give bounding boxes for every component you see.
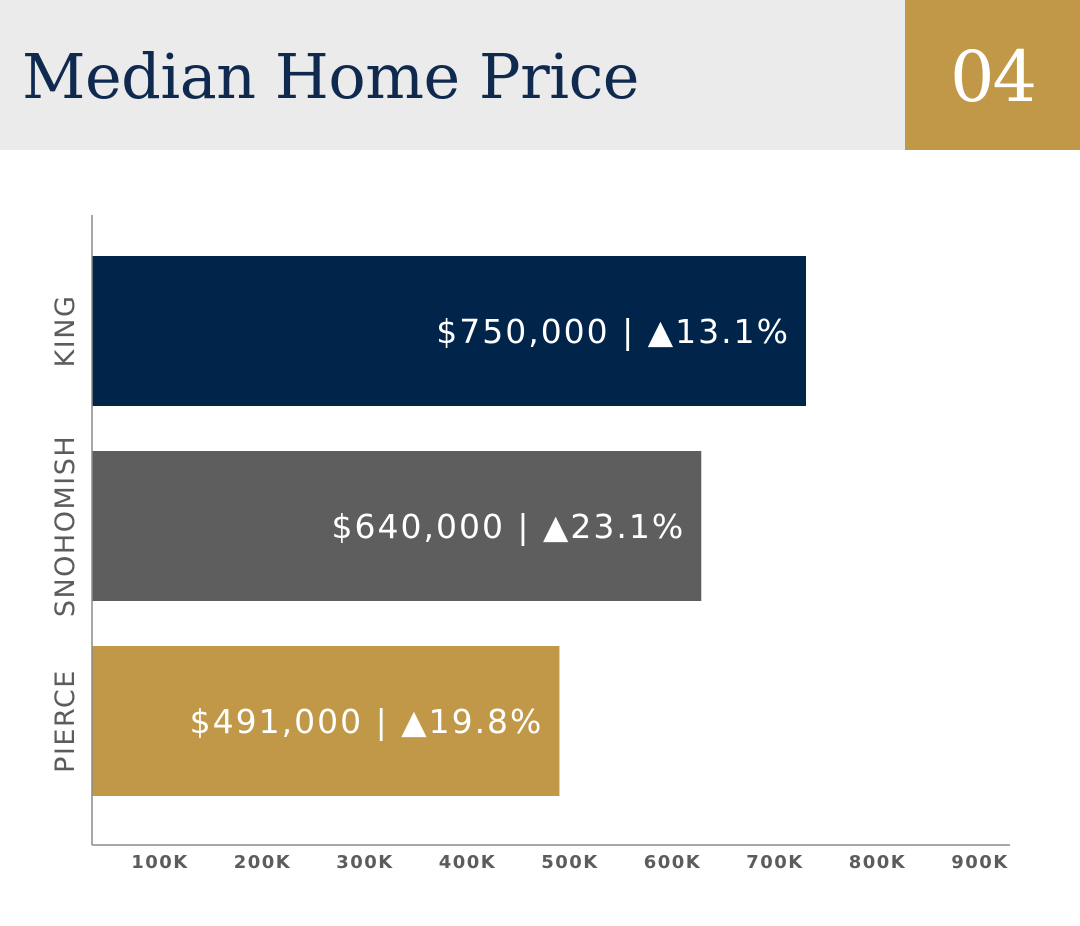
x-tick-label: 500K [541, 852, 599, 873]
x-tick-label: 700K [746, 852, 804, 873]
category-label-king: KING [50, 295, 81, 368]
data-label-pierce: $491,000 | ▲19.8% [190, 702, 544, 741]
x-tick-label: 300K [336, 852, 394, 873]
bar-chart: $750,000 | ▲13.1% KING $640,000 | ▲23.1% SN… [50, 215, 1010, 873]
x-tick-label: 800K [849, 852, 907, 873]
page-title: Median Home Price [22, 40, 639, 113]
x-tick-label: 400K [439, 852, 497, 873]
section-number-badge: 04 [905, 0, 1080, 150]
x-tick-label: 900K [951, 852, 1009, 873]
bar-snohomish [92, 451, 702, 601]
category-label-pierce: PIERCE [50, 669, 81, 773]
data-label-snohomish: $640,000 | ▲23.1% [331, 507, 685, 546]
category-label-snohomish: SNOHOMISH [50, 435, 81, 617]
header-bar: Median Home Price 04 [0, 0, 1080, 150]
x-tick-label: 200K [234, 852, 292, 873]
data-label-king: $750,000 | ▲13.1% [436, 312, 790, 351]
bar-pierce [92, 646, 560, 796]
x-tick-label: 600K [644, 852, 702, 873]
x-tick-label: 100K [131, 852, 189, 873]
bar-king [92, 256, 806, 406]
section-number: 04 [949, 36, 1037, 118]
